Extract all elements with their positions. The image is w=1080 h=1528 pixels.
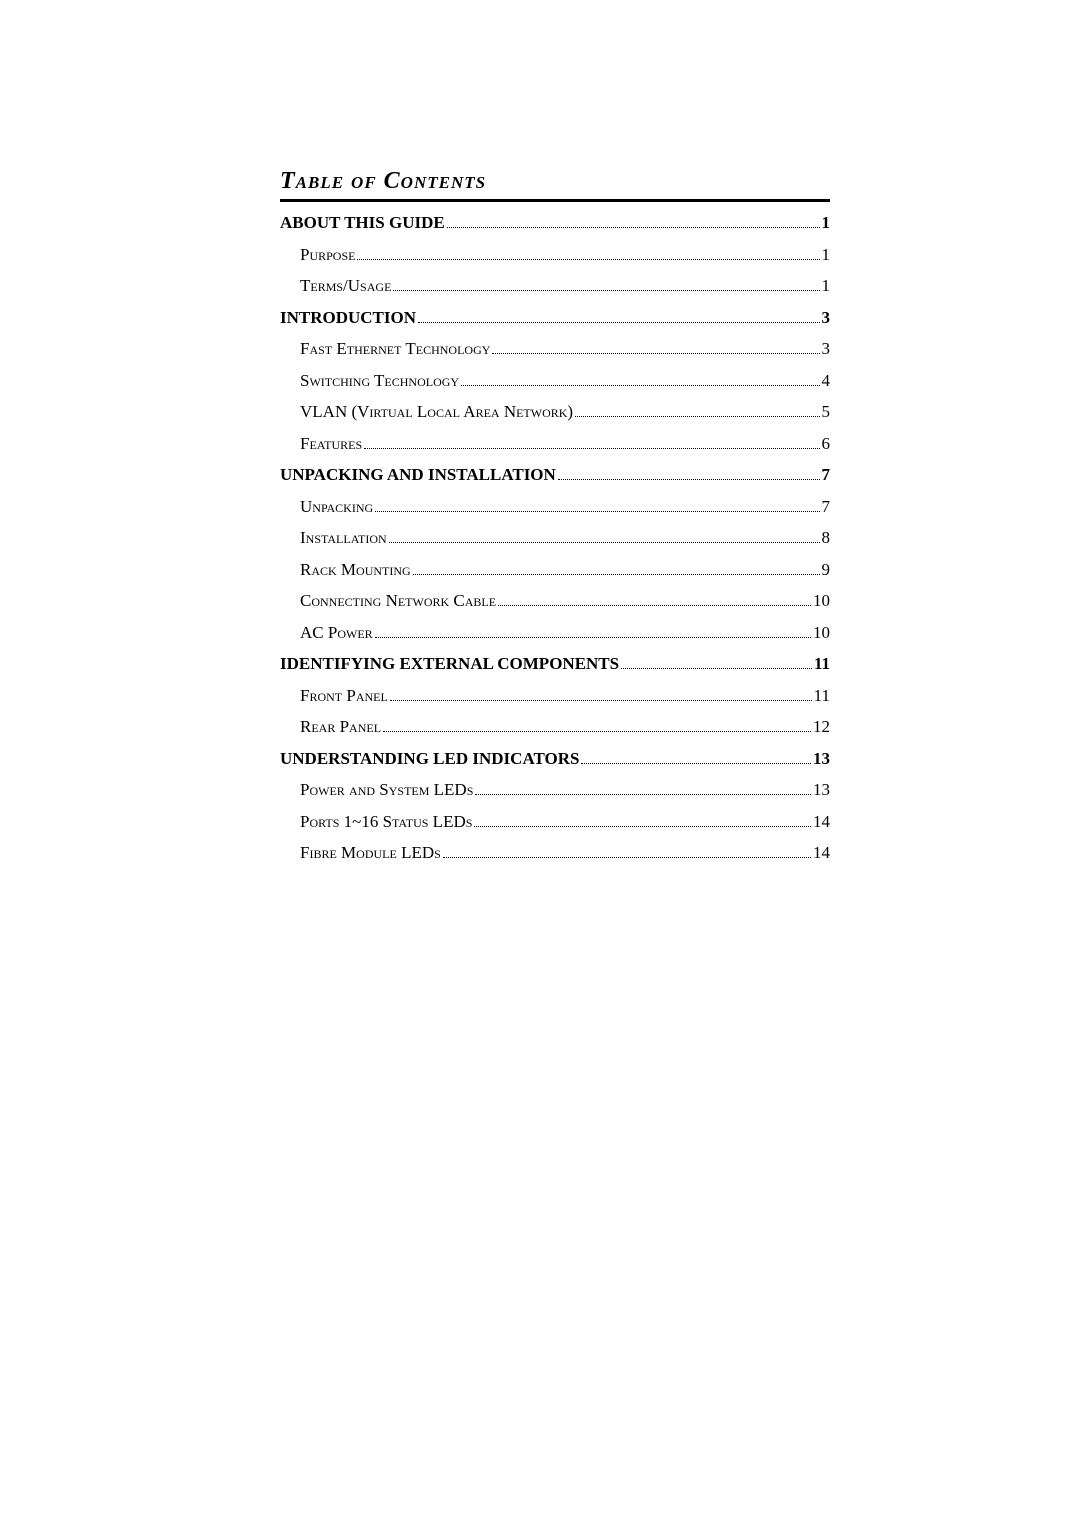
toc-leader-dots [357, 259, 819, 260]
toc-entry-page: 10 [813, 592, 830, 609]
toc-entry-label: ABOUT THIS GUIDE [280, 214, 445, 231]
toc-entry-label: Fast Ethernet Technology [300, 340, 490, 357]
toc-entry-page: 4 [822, 372, 831, 389]
toc-entry-page: 1 [822, 246, 831, 263]
toc-entry-label: Purpose [300, 246, 355, 263]
toc-entry-page: 14 [813, 844, 830, 861]
toc-entry: Rack Mounting 9 [300, 561, 830, 578]
toc-entry: UNDERSTANDING LED INDICATORS 13 [280, 750, 830, 767]
toc-entry-label: Terms/Usage [300, 277, 391, 294]
toc-entry-page: 1 [822, 277, 831, 294]
toc-entry: Purpose 1 [300, 246, 830, 263]
toc-entry-label: Fibre Module LEDs [300, 844, 441, 861]
toc-leader-dots [575, 416, 819, 417]
toc-entry-page: 9 [822, 561, 831, 578]
toc-leader-dots [389, 542, 820, 543]
toc-entry-label: Ports 1~16 Status LEDs [300, 813, 472, 830]
document-page: Table of Contents ABOUT THIS GUIDE1Purpo… [0, 0, 1080, 1528]
toc-leader-dots [621, 668, 812, 669]
toc-leader-dots [413, 574, 820, 575]
toc-entry-label: Switching Technology [300, 372, 459, 389]
toc-entry-page: 7 [822, 498, 831, 515]
toc-entry-page: 11 [814, 687, 830, 704]
toc-entry-page: 3 [822, 309, 831, 326]
toc-entry-label: Power and System LEDs [300, 781, 473, 798]
toc-entry: UNPACKING AND INSTALLATION 7 [280, 466, 830, 483]
toc-leader-dots [375, 511, 819, 512]
toc-entry-label: Unpacking [300, 498, 373, 515]
toc-title: Table of Contents [280, 168, 830, 202]
toc-entry-page: 13 [813, 750, 830, 767]
toc-entry-page: 1 [822, 214, 831, 231]
toc-entry-page: 14 [813, 813, 830, 830]
toc-entry-label: Features [300, 435, 362, 452]
toc-entry-page: 11 [814, 655, 830, 672]
toc-entry-label: VLAN (Virtual Local Area Network) [300, 403, 573, 420]
toc-leader-dots [498, 605, 811, 606]
toc-leader-dots [492, 353, 819, 354]
toc-leader-dots [447, 227, 820, 228]
toc-leader-dots [383, 731, 811, 732]
toc-leader-dots [581, 763, 811, 764]
toc-entry: Features 6 [300, 435, 830, 452]
toc-leader-dots [474, 826, 811, 827]
toc-entry: INTRODUCTION 3 [280, 309, 830, 326]
toc-entry: Power and System LEDs 13 [300, 781, 830, 798]
toc-entry: Switching Technology 4 [300, 372, 830, 389]
toc-leader-dots [390, 700, 812, 701]
toc-entry-page: 3 [822, 340, 831, 357]
toc-entry-label: Connecting Network Cable [300, 592, 496, 609]
toc-leader-dots [375, 637, 811, 638]
toc-leader-dots [475, 794, 811, 795]
toc-list: ABOUT THIS GUIDE 1 Purpose 1 Terms/Usage 1 INT… [280, 214, 830, 861]
toc-leader-dots [393, 290, 819, 291]
toc-entry: Terms/Usage 1 [300, 277, 830, 294]
toc-entry: Fast Ethernet Technology 3 [300, 340, 830, 357]
toc-entry: Unpacking 7 [300, 498, 830, 515]
toc-leader-dots [364, 448, 819, 449]
toc-entry: Front Panel 11 [300, 687, 830, 704]
toc-leader-dots [443, 857, 811, 858]
toc-entry-page: 6 [822, 435, 831, 452]
toc-entry: ABOUT THIS GUIDE 1 [280, 214, 830, 231]
toc-entry: AC Power 10 [300, 624, 830, 641]
toc-entry: Rear Panel 12 [300, 718, 830, 735]
toc-entry-label: Installation [300, 529, 387, 546]
toc-entry-label: Front Panel [300, 687, 388, 704]
toc-entry-page: 7 [822, 466, 831, 483]
toc-entry-page: 5 [822, 403, 831, 420]
toc-entry-page: 12 [813, 718, 830, 735]
toc-entry-label: Rear Panel [300, 718, 381, 735]
toc-entry: IDENTIFYING EXTERNAL COMPONENTS 11 [280, 655, 830, 672]
toc-entry-label: Rack Mounting [300, 561, 411, 578]
toc-leader-dots [461, 385, 819, 386]
toc-entry: VLAN (Virtual Local Area Network) 5 [300, 403, 830, 420]
toc-leader-dots [558, 479, 820, 480]
toc-entry-label: UNPACKING AND INSTALLATION [280, 466, 556, 483]
toc-entry: Ports 1~16 Status LEDs 14 [300, 813, 830, 830]
toc-entry-page: 10 [813, 624, 830, 641]
toc-entry-page: 13 [813, 781, 830, 798]
toc-entry: Installation 8 [300, 529, 830, 546]
toc-entry-label: AC Power [300, 624, 373, 641]
toc-entry-page: 8 [822, 529, 831, 546]
toc-entry-label: UNDERSTANDING LED INDICATORS [280, 750, 579, 767]
toc-leader-dots [418, 322, 819, 323]
toc-entry: Fibre Module LEDs 14 [300, 844, 830, 861]
toc-entry-label: IDENTIFYING EXTERNAL COMPONENTS [280, 655, 619, 672]
toc-entry-label: INTRODUCTION [280, 309, 416, 326]
toc-entry: Connecting Network Cable 10 [300, 592, 830, 609]
